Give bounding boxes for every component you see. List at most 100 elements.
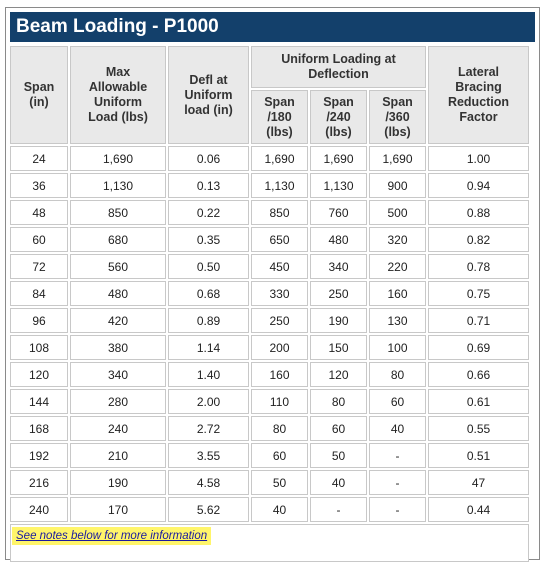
cell-bracing-factor: 47	[428, 470, 529, 495]
cell-span-240: 50	[310, 443, 367, 468]
header-text-max: Max Allowable Uniform Load (lbs)	[88, 65, 148, 124]
cell-span: 24	[10, 146, 68, 171]
cell-deflection: 0.50	[168, 254, 249, 279]
header-uniform-loading-group: Uniform Loading at Deflection	[251, 46, 426, 88]
cell-span-240: 120	[310, 362, 367, 387]
cell-deflection: 5.62	[168, 497, 249, 522]
notes-row: See notes below for more information	[10, 524, 529, 562]
notes-link[interactable]: See notes below for more information	[12, 527, 212, 545]
beam-loading-table: Span (in) Max Allowable Uniform Load (lb…	[8, 44, 531, 564]
table-row: 36 1,130 0.13 1,130 1,130 900 0.94	[10, 173, 529, 198]
header-span-240: Span /240 (lbs)	[310, 90, 367, 144]
cell-span: 72	[10, 254, 68, 279]
cell-span: 168	[10, 416, 68, 441]
cell-span-240: 250	[310, 281, 367, 306]
table-row: 24 1,690 0.06 1,690 1,690 1,690 1.00	[10, 146, 529, 171]
cell-deflection: 2.72	[168, 416, 249, 441]
cell-span-360: 100	[369, 335, 426, 360]
cell-span-240: 40	[310, 470, 367, 495]
cell-span-180: 40	[251, 497, 308, 522]
cell-span-180: 330	[251, 281, 308, 306]
cell-span-360: 160	[369, 281, 426, 306]
cell-span-180: 850	[251, 200, 308, 225]
table-row: 48 850 0.22 850 760 500 0.88	[10, 200, 529, 225]
cell-span: 84	[10, 281, 68, 306]
cell-span-240: -	[310, 497, 367, 522]
cell-span-180: 250	[251, 308, 308, 333]
cell-span-360: 130	[369, 308, 426, 333]
cell-bracing-factor: 0.88	[428, 200, 529, 225]
table-row: 60 680 0.35 650 480 320 0.82	[10, 227, 529, 252]
table-row: 72 560 0.50 450 340 220 0.78	[10, 254, 529, 279]
cell-deflection: 1.14	[168, 335, 249, 360]
cell-deflection: 0.35	[168, 227, 249, 252]
cell-span: 192	[10, 443, 68, 468]
cell-bracing-factor: 0.66	[428, 362, 529, 387]
cell-span-360: 1,690	[369, 146, 426, 171]
cell-bracing-factor: 0.82	[428, 227, 529, 252]
table-row: 120 340 1.40 160 120 80 0.66	[10, 362, 529, 387]
header-text-240: Span /240 (lbs)	[323, 94, 354, 139]
header-bracing-factor: Lateral Bracing Reduction Factor	[428, 46, 529, 144]
cell-max-load: 240	[70, 416, 166, 441]
cell-bracing-factor: 0.44	[428, 497, 529, 522]
cell-max-load: 210	[70, 443, 166, 468]
cell-span-360: -	[369, 470, 426, 495]
cell-max-load: 480	[70, 281, 166, 306]
header-span-180: Span /180 (lbs)	[251, 90, 308, 144]
cell-bracing-factor: 0.61	[428, 389, 529, 414]
header-text-span: Span (in)	[23, 80, 55, 109]
cell-span-240: 480	[310, 227, 367, 252]
header-text-defl: Defl at Uniform load (in)	[184, 72, 233, 117]
header-span-360: Span /360 (lbs)	[369, 90, 426, 144]
cell-span-360: 80	[369, 362, 426, 387]
cell-bracing-factor: 0.55	[428, 416, 529, 441]
cell-span: 120	[10, 362, 68, 387]
table-row: 108 380 1.14 200 150 100 0.69	[10, 335, 529, 360]
cell-bracing-factor: 0.69	[428, 335, 529, 360]
cell-span-240: 1,690	[310, 146, 367, 171]
cell-deflection: 4.58	[168, 470, 249, 495]
cell-span-360: 220	[369, 254, 426, 279]
header-span: Span (in)	[10, 46, 68, 144]
cell-span-240: 60	[310, 416, 367, 441]
cell-span-360: 40	[369, 416, 426, 441]
cell-max-load: 340	[70, 362, 166, 387]
table-row: 192 210 3.55 60 50-0.51	[10, 443, 529, 468]
cell-max-load: 170	[70, 497, 166, 522]
cell-max-load: 190	[70, 470, 166, 495]
cell-max-load: 1,690	[70, 146, 166, 171]
cell-span: 48	[10, 200, 68, 225]
cell-span-180: 200	[251, 335, 308, 360]
cell-span-180: 650	[251, 227, 308, 252]
cell-span-360: 320	[369, 227, 426, 252]
cell-span-180: 60	[251, 443, 308, 468]
table-row: 216 190 4.58 50 40-47	[10, 470, 529, 495]
cell-span-360: 500	[369, 200, 426, 225]
cell-deflection: 3.55	[168, 443, 249, 468]
cell-span: 240	[10, 497, 68, 522]
cell-deflection: 0.68	[168, 281, 249, 306]
table-title: Beam Loading - P1000	[10, 12, 535, 42]
cell-bracing-factor: 1.00	[428, 146, 529, 171]
cell-bracing-factor: 0.71	[428, 308, 529, 333]
cell-max-load: 1,130	[70, 173, 166, 198]
cell-span-360: -	[369, 443, 426, 468]
cell-span-180: 1,690	[251, 146, 308, 171]
table-row: 144 280 2.00 110 80 60 0.61	[10, 389, 529, 414]
cell-span-180: 160	[251, 362, 308, 387]
header-text-group: Uniform Loading at Deflection	[281, 52, 396, 81]
cell-deflection: 0.13	[168, 173, 249, 198]
cell-bracing-factor: 0.78	[428, 254, 529, 279]
cell-deflection: 0.06	[168, 146, 249, 171]
header-text-360: Span /360 (lbs)	[382, 94, 413, 139]
cell-span: 96	[10, 308, 68, 333]
cell-span: 36	[10, 173, 68, 198]
cell-span-360: 900	[369, 173, 426, 198]
cell-span-180: 110	[251, 389, 308, 414]
cell-deflection: 2.00	[168, 389, 249, 414]
cell-span-240: 80	[310, 389, 367, 414]
cell-bracing-factor: 0.94	[428, 173, 529, 198]
cell-max-load: 560	[70, 254, 166, 279]
header-deflection: Defl at Uniform load (in)	[168, 46, 249, 144]
